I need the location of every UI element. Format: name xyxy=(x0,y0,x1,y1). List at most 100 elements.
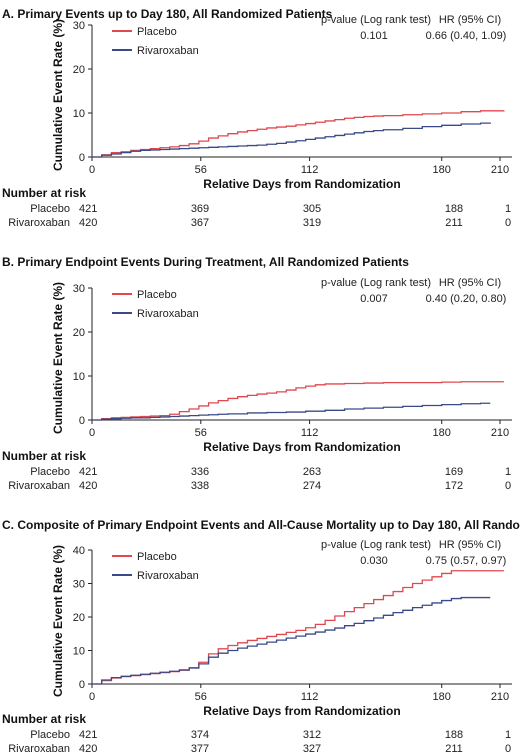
risk-count: 0 xyxy=(505,743,511,752)
panel-title: A. Primary Events up to Day 180, All Ran… xyxy=(2,7,333,21)
risk-count: 188 xyxy=(445,729,463,741)
y-tick-label: 10 xyxy=(73,108,85,120)
risk-row-name: Placebo xyxy=(30,466,70,478)
legend-label: Placebo xyxy=(137,289,177,301)
x-tick-label: 180 xyxy=(433,691,451,703)
legend-label: Rivaroxaban xyxy=(137,308,199,320)
x-tick-label: 0 xyxy=(89,427,95,439)
risk-count: 367 xyxy=(191,217,209,229)
pvalue-header: p-value (Log rank test) xyxy=(321,14,431,26)
x-tick-label: 180 xyxy=(433,164,451,176)
x-tick-label: 0 xyxy=(89,691,95,703)
risk-count: 312 xyxy=(303,729,321,741)
y-tick-label: 20 xyxy=(73,612,85,624)
risk-row-name: Rivaroxaban xyxy=(8,480,70,492)
series-line-placebo xyxy=(92,110,505,158)
x-axis-label: Relative Days from Randomization xyxy=(203,440,400,454)
risk-count: 420 xyxy=(79,217,97,229)
risk-count: 420 xyxy=(79,480,97,492)
risk-row-name: Rivaroxaban xyxy=(8,743,70,752)
y-axis-label: Cumulative Event Rate (%) xyxy=(51,282,65,434)
risk-count: 1 xyxy=(505,729,511,741)
x-tick-label: 112 xyxy=(301,691,319,703)
hr-value: 0.75 (0.57, 0.97) xyxy=(426,555,507,567)
risk-count: 172 xyxy=(445,480,463,492)
hr-value: 0.66 (0.40, 1.09) xyxy=(426,30,507,42)
legend-label: Rivaroxaban xyxy=(137,45,199,57)
risk-count: 319 xyxy=(303,217,321,229)
x-tick-label: 210 xyxy=(491,164,509,176)
hr-header: HR (95% CI) xyxy=(439,14,501,26)
risk-count: 338 xyxy=(191,480,209,492)
risk-row-name: Placebo xyxy=(30,729,70,741)
legend-label: Placebo xyxy=(137,551,177,563)
risk-count: 169 xyxy=(445,466,463,478)
x-tick-label: 112 xyxy=(301,164,319,176)
y-tick-label: 20 xyxy=(73,64,85,76)
risk-count: 421 xyxy=(79,729,97,741)
risk-count: 1 xyxy=(505,466,511,478)
x-tick-label: 180 xyxy=(433,427,451,439)
y-tick-label: 30 xyxy=(73,20,85,32)
x-tick-label: 210 xyxy=(491,427,509,439)
y-tick-label: 0 xyxy=(79,152,85,164)
y-tick-label: 20 xyxy=(73,327,85,339)
y-axis-label: Cumulative Event Rate (%) xyxy=(51,19,65,171)
risk-count: 420 xyxy=(79,743,97,752)
series-line-rivaroxaban xyxy=(92,596,491,685)
risk-count: 305 xyxy=(303,203,321,215)
risk-count: 263 xyxy=(303,466,321,478)
x-tick-label: 56 xyxy=(195,164,207,176)
risk-count: 421 xyxy=(79,203,97,215)
series-line-placebo xyxy=(92,570,504,685)
pvalue-value: 0.101 xyxy=(360,30,388,42)
risk-count: 369 xyxy=(191,203,209,215)
pvalue-header: p-value (Log rank test) xyxy=(321,277,431,289)
x-tick-label: 210 xyxy=(491,691,509,703)
risk-count: 274 xyxy=(303,480,321,492)
risk-count: 211 xyxy=(445,743,463,752)
x-tick-label: 56 xyxy=(195,691,207,703)
series-line-placebo xyxy=(92,381,504,421)
y-tick-label: 10 xyxy=(73,646,85,658)
y-tick-label: 10 xyxy=(73,371,85,383)
x-tick-label: 56 xyxy=(195,427,207,439)
risk-row-name: Placebo xyxy=(30,203,70,215)
hr-value: 0.40 (0.20, 0.80) xyxy=(426,293,507,305)
hr-header: HR (95% CI) xyxy=(439,277,501,289)
risk-count: 336 xyxy=(191,466,209,478)
pvalue-value: 0.030 xyxy=(360,555,388,567)
x-axis-label: Relative Days from Randomization xyxy=(203,177,400,191)
risk-count: 0 xyxy=(505,480,511,492)
risk-count: 327 xyxy=(303,743,321,752)
risk-count: 211 xyxy=(445,217,463,229)
series-line-rivaroxaban xyxy=(92,402,491,421)
risk-count: 374 xyxy=(191,729,209,741)
x-tick-label: 112 xyxy=(301,427,319,439)
risk-count: 421 xyxy=(79,466,97,478)
y-tick-label: 0 xyxy=(79,415,85,427)
panel-title: B. Primary Endpoint Events During Treatm… xyxy=(2,255,409,269)
y-tick-label: 40 xyxy=(73,545,85,557)
risk-header: Number at risk xyxy=(2,186,86,200)
risk-count: 1 xyxy=(505,203,511,215)
y-tick-label: 30 xyxy=(73,283,85,295)
risk-header: Number at risk xyxy=(2,449,86,463)
risk-count: 0 xyxy=(505,217,511,229)
legend-label: Rivaroxaban xyxy=(137,570,199,582)
risk-count: 377 xyxy=(191,743,209,752)
y-axis-label: Cumulative Event Rate (%) xyxy=(51,545,65,697)
x-tick-label: 0 xyxy=(89,164,95,176)
y-tick-label: 0 xyxy=(79,679,85,691)
panel-title: C. Composite of Primary Endpoint Events … xyxy=(2,518,520,532)
risk-row-name: Rivaroxaban xyxy=(8,217,70,229)
y-tick-label: 30 xyxy=(73,579,85,591)
hr-header: HR (95% CI) xyxy=(439,539,501,551)
pvalue-header: p-value (Log rank test) xyxy=(321,539,431,551)
pvalue-value: 0.007 xyxy=(360,293,388,305)
risk-header: Number at risk xyxy=(2,712,86,726)
series-line-rivaroxaban xyxy=(92,122,491,158)
x-axis-label: Relative Days from Randomization xyxy=(203,704,400,718)
legend-label: Placebo xyxy=(137,26,177,38)
